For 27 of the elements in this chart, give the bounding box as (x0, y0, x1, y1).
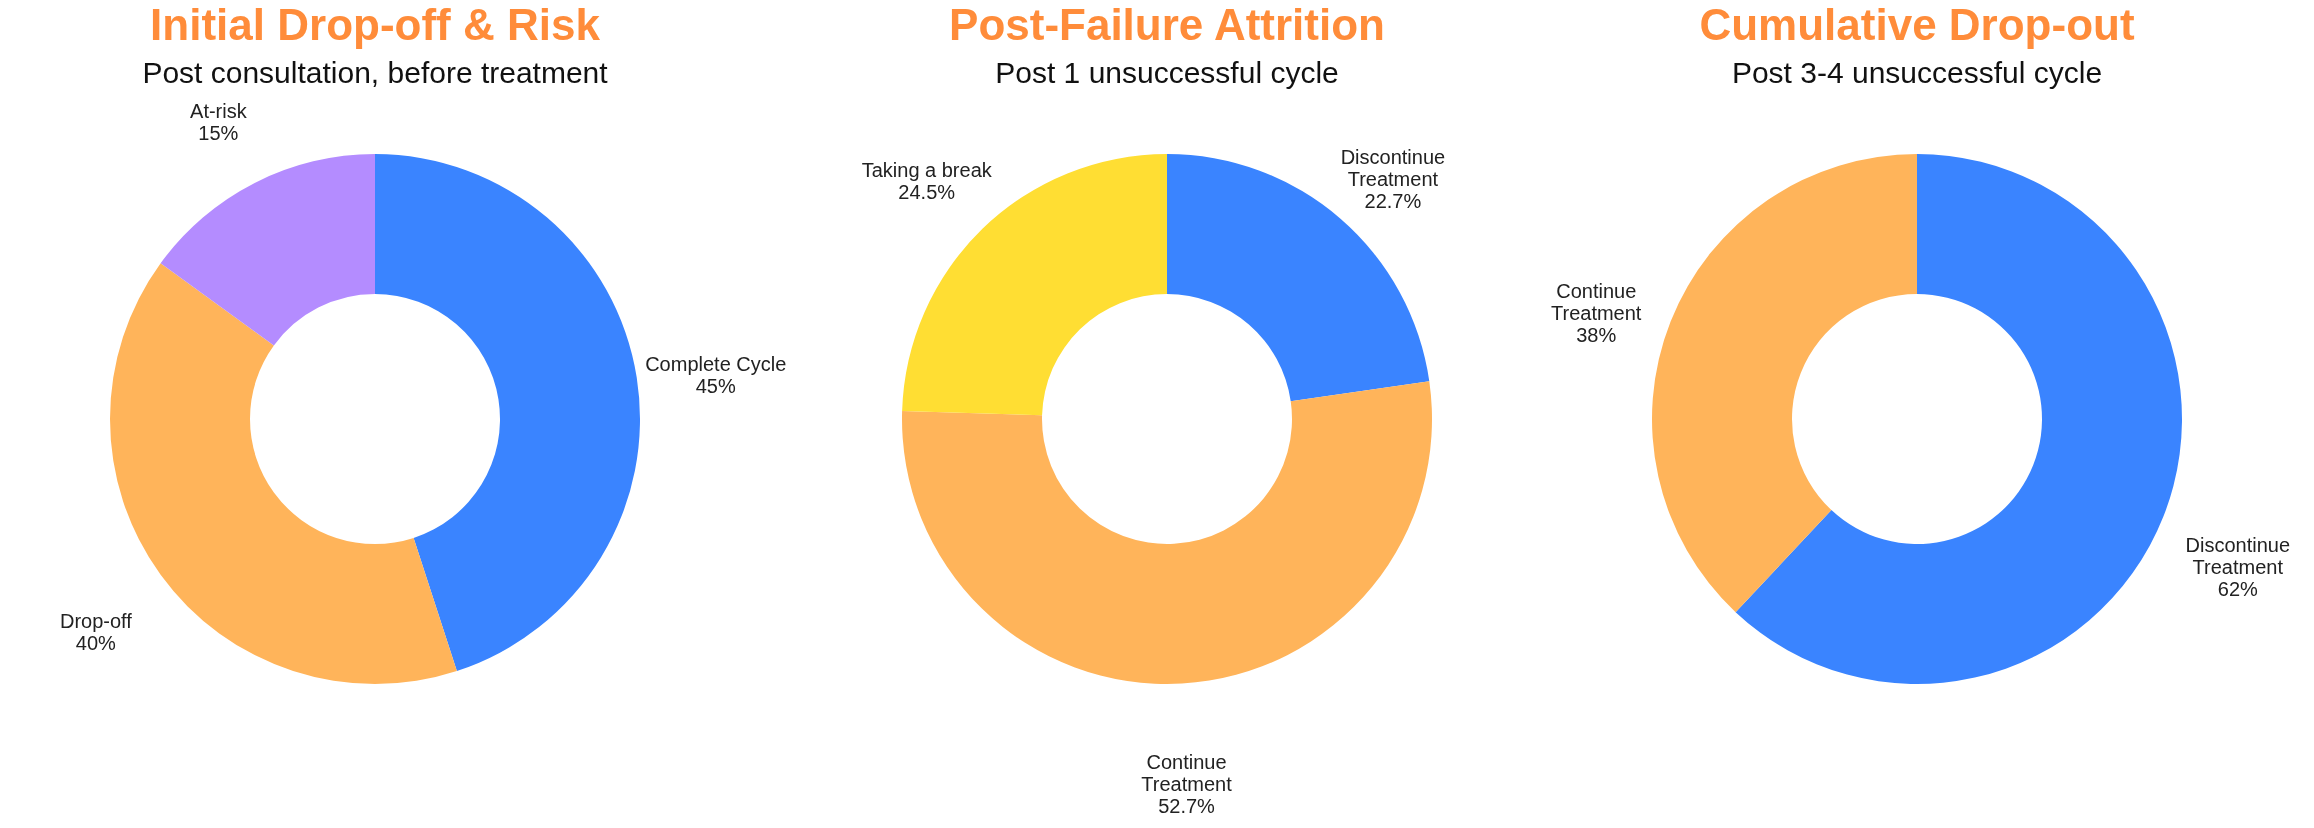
chart-title: Post-Failure Attrition (949, 0, 1385, 49)
slice-label: Drop-off (59, 609, 133, 632)
data-label: 45% (695, 375, 736, 398)
slice-label: At-risk (190, 99, 248, 122)
data-label: 24.5% (898, 181, 956, 204)
slice-label: Taking a break (861, 159, 993, 182)
slice-label: Discontinue Treatment (2185, 534, 2291, 578)
data-label: 62% (2217, 578, 2258, 600)
chart-subtitle: Post 1 unsuccessful cycle (995, 56, 1339, 89)
donut-slice (160, 154, 375, 346)
chart-title: Initial Drop-off & Risk (150, 0, 601, 49)
slice-label: Discontinue Treatment (1340, 146, 1446, 191)
data-label: 52.7% (1158, 795, 1216, 818)
donut-slice (902, 381, 1432, 684)
chart-subtitle: Post consultation, before treatment (142, 56, 609, 89)
chart-title: Cumulative Drop-out (1699, 0, 2135, 49)
donut-slice (1735, 154, 2182, 684)
donut-slice (375, 154, 640, 672)
slice-label: Continue Treatment (1551, 280, 1642, 324)
data-label: 15% (198, 121, 239, 144)
chart-subtitle: Post 3-4 unsuccessful cycle (1731, 56, 2103, 89)
data-label: 38% (1576, 324, 1617, 346)
data-label: 40% (75, 631, 117, 654)
donut-slice (1652, 154, 1917, 613)
slice-label: Complete Cycle (645, 353, 787, 376)
data-label: 22.7% (1364, 190, 1422, 213)
slice-label: Continue Treatment (1141, 751, 1233, 796)
